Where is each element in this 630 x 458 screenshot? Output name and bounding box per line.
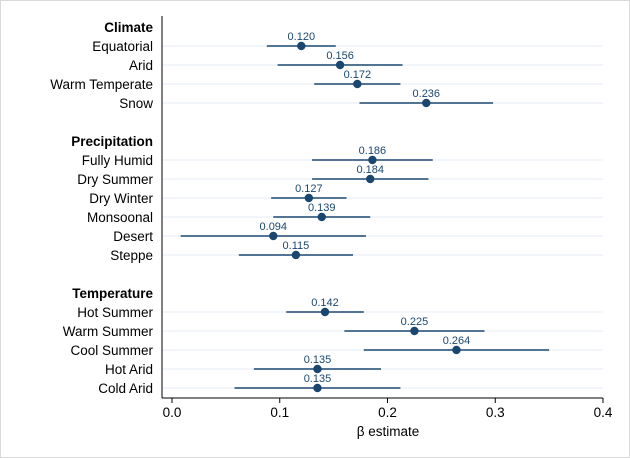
value-label: 0.127 [295, 183, 323, 195]
value-label: 0.120 [288, 31, 316, 43]
category-label: Hot Summer [77, 305, 153, 320]
estimate-point [335, 60, 345, 70]
estimate-point [368, 155, 377, 165]
value-label: 0.184 [356, 164, 384, 176]
value-label: 0.135 [304, 354, 332, 366]
value-label: 0.172 [344, 69, 372, 81]
estimate-point [269, 231, 278, 241]
value-label: 0.186 [359, 145, 387, 157]
value-label: 0.094 [260, 221, 288, 233]
estimate-point [353, 79, 362, 89]
value-label: 0.135 [304, 373, 332, 385]
category-label: Dry Winter [89, 191, 153, 206]
group-label: Temperature [72, 286, 153, 301]
category-label: Hot Arid [105, 362, 153, 377]
estimate-point [422, 98, 431, 108]
category-label: Dry Summer [77, 172, 153, 187]
value-label: 0.156 [326, 50, 354, 62]
value-label: 0.142 [311, 297, 339, 309]
category-label: Fully Humid [82, 153, 153, 168]
category-label: Cold Arid [98, 381, 153, 396]
estimate-point [410, 326, 419, 336]
category-label: Arid [129, 58, 153, 73]
value-label: 0.264 [443, 335, 471, 347]
estimate-point [291, 250, 301, 260]
x-tick-label: 0.3 [486, 405, 505, 420]
category-label: Warm Temperate [50, 77, 153, 92]
value-label: 0.225 [401, 316, 429, 328]
estimate-point [313, 383, 322, 393]
estimate-point [297, 41, 306, 51]
value-label: 0.115 [283, 240, 310, 252]
value-label: 0.236 [413, 88, 441, 100]
category-rows: Climate Equatorial 0.120 Arid 0.156 Warm Temp… [50, 20, 603, 396]
category-label: Cool Summer [70, 343, 153, 358]
value-label: 0.139 [308, 202, 336, 214]
estimate-point [313, 364, 322, 374]
category-label: Desert [113, 229, 153, 244]
category-label: Monsoonal [87, 210, 153, 225]
estimate-point [452, 345, 461, 355]
category-label: Equatorial [92, 39, 153, 54]
estimate-point [320, 307, 330, 317]
category-label: Snow [119, 96, 153, 111]
category-label: Warm Summer [63, 324, 154, 339]
category-label: Steppe [110, 248, 153, 263]
x-tick-label: 0.4 [594, 405, 613, 420]
group-label: Climate [104, 20, 153, 35]
x-axis-title: β estimate [357, 424, 420, 439]
x-tick-label: 0.1 [270, 405, 289, 420]
x-tick-label: 0.0 [163, 405, 182, 420]
x-tick-label: 0.2 [378, 405, 397, 420]
x-axis: 0.0 0.1 0.2 0.3 0.4 [161, 16, 613, 420]
group-label: Precipitation [71, 134, 153, 149]
estimate-point [304, 193, 314, 203]
estimate-point [317, 212, 326, 222]
estimate-point [366, 174, 375, 184]
